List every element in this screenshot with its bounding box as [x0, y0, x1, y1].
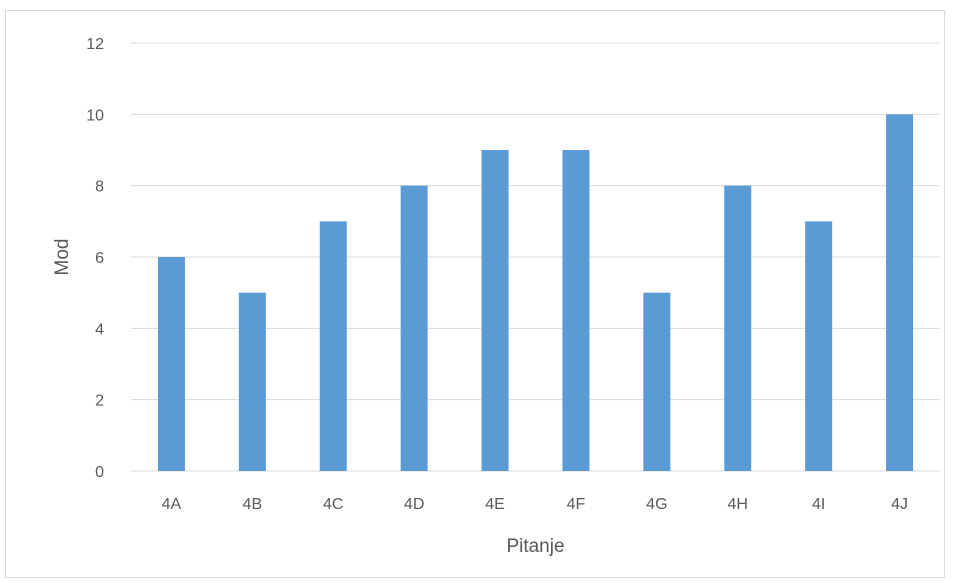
bar-4c: [319, 221, 347, 471]
bar-4b: [238, 292, 266, 471]
bars: [157, 114, 914, 471]
x-tick-label: 4B: [243, 496, 263, 513]
bar-4g: [643, 292, 671, 471]
x-tick-label: 4H: [728, 496, 748, 513]
x-tick-label: 4C: [323, 496, 343, 513]
bar-4j: [886, 114, 914, 471]
bar-4h: [724, 185, 752, 471]
y-axis-title: Mod: [52, 239, 73, 276]
y-tick-label: 8: [95, 179, 104, 196]
bar-4f: [562, 150, 590, 471]
y-tick-label: 12: [86, 36, 104, 53]
y-axis-ticks: 0 2 4 6 8 10 12: [86, 36, 104, 481]
bar-4e: [481, 150, 509, 471]
y-tick-label: 4: [95, 321, 104, 338]
x-tick-label: 4E: [485, 496, 505, 513]
bar-4d: [400, 185, 428, 471]
x-axis-ticks: 4A 4B 4C 4D 4E 4F 4G 4H 4I 4J: [162, 496, 908, 513]
x-tick-label: 4D: [404, 496, 424, 513]
bar-4a: [157, 257, 185, 471]
x-tick-label: 4J: [891, 496, 908, 513]
x-tick-label: 4I: [812, 496, 825, 513]
x-tick-label: 4A: [162, 496, 182, 513]
y-tick-label: 2: [95, 393, 104, 410]
x-tick-label: 4G: [646, 496, 667, 513]
y-tick-label: 6: [95, 250, 104, 267]
x-tick-label: 4F: [567, 496, 586, 513]
bar-4i: [805, 221, 833, 471]
y-tick-label: 10: [86, 107, 104, 124]
y-tick-label: 0: [95, 464, 104, 481]
x-axis-title: Pitanje: [506, 536, 564, 557]
